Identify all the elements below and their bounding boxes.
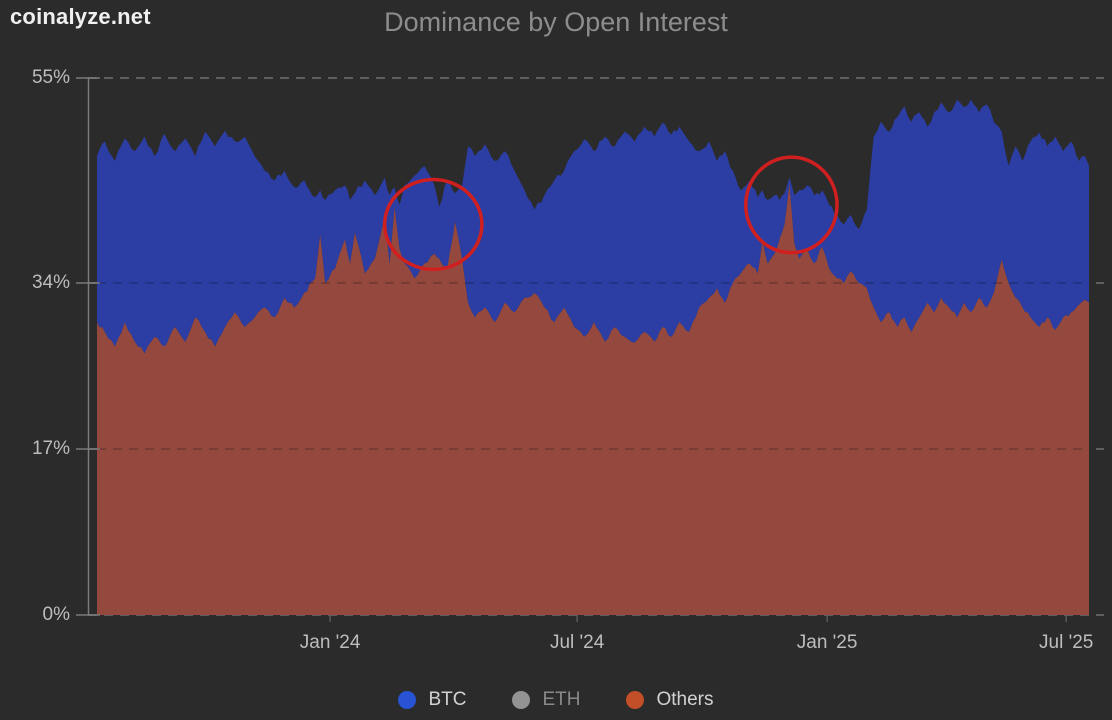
legend-item-eth[interactable]: ETH bbox=[512, 689, 580, 711]
x-axis-label: Jul '24 bbox=[549, 632, 605, 653]
legend-item-others[interactable]: Others bbox=[626, 689, 714, 711]
brand-watermark: coinalyze.net bbox=[10, 4, 151, 29]
annotation-circle-1 bbox=[382, 177, 484, 272]
legend-item-btc[interactable]: BTC bbox=[398, 689, 466, 711]
gridline-overlays bbox=[97, 282, 1089, 451]
x-axis-label: Jul '25 bbox=[1039, 632, 1094, 653]
y-axis-label: 17% bbox=[31, 438, 70, 460]
btc-series-dot-icon bbox=[398, 691, 417, 709]
annotation-circles bbox=[382, 155, 839, 272]
stacked-areas bbox=[97, 99, 1089, 615]
axes bbox=[76, 77, 1067, 622]
x-axis-label: Jan '24 bbox=[299, 632, 361, 653]
chart-title: Dominance by Open Interest bbox=[384, 7, 728, 37]
y-axis-label: 34% bbox=[31, 272, 70, 294]
y-axis-label: 55% bbox=[31, 67, 70, 88]
eth-series-dot-icon bbox=[512, 691, 531, 709]
legend-label-others: Others bbox=[656, 689, 714, 710]
annotation-circle-2 bbox=[744, 155, 839, 255]
legend: BTC ETH Others bbox=[0, 684, 1112, 716]
y-axis-label: 0% bbox=[42, 604, 70, 625]
x-axis-label: Jan '25 bbox=[796, 632, 858, 653]
btc-area bbox=[97, 99, 1089, 354]
legend-label-btc: BTC bbox=[428, 689, 467, 710]
legend-label-eth: ETH bbox=[542, 689, 581, 710]
others-area bbox=[97, 183, 1089, 615]
others-series-dot-icon bbox=[626, 691, 645, 709]
